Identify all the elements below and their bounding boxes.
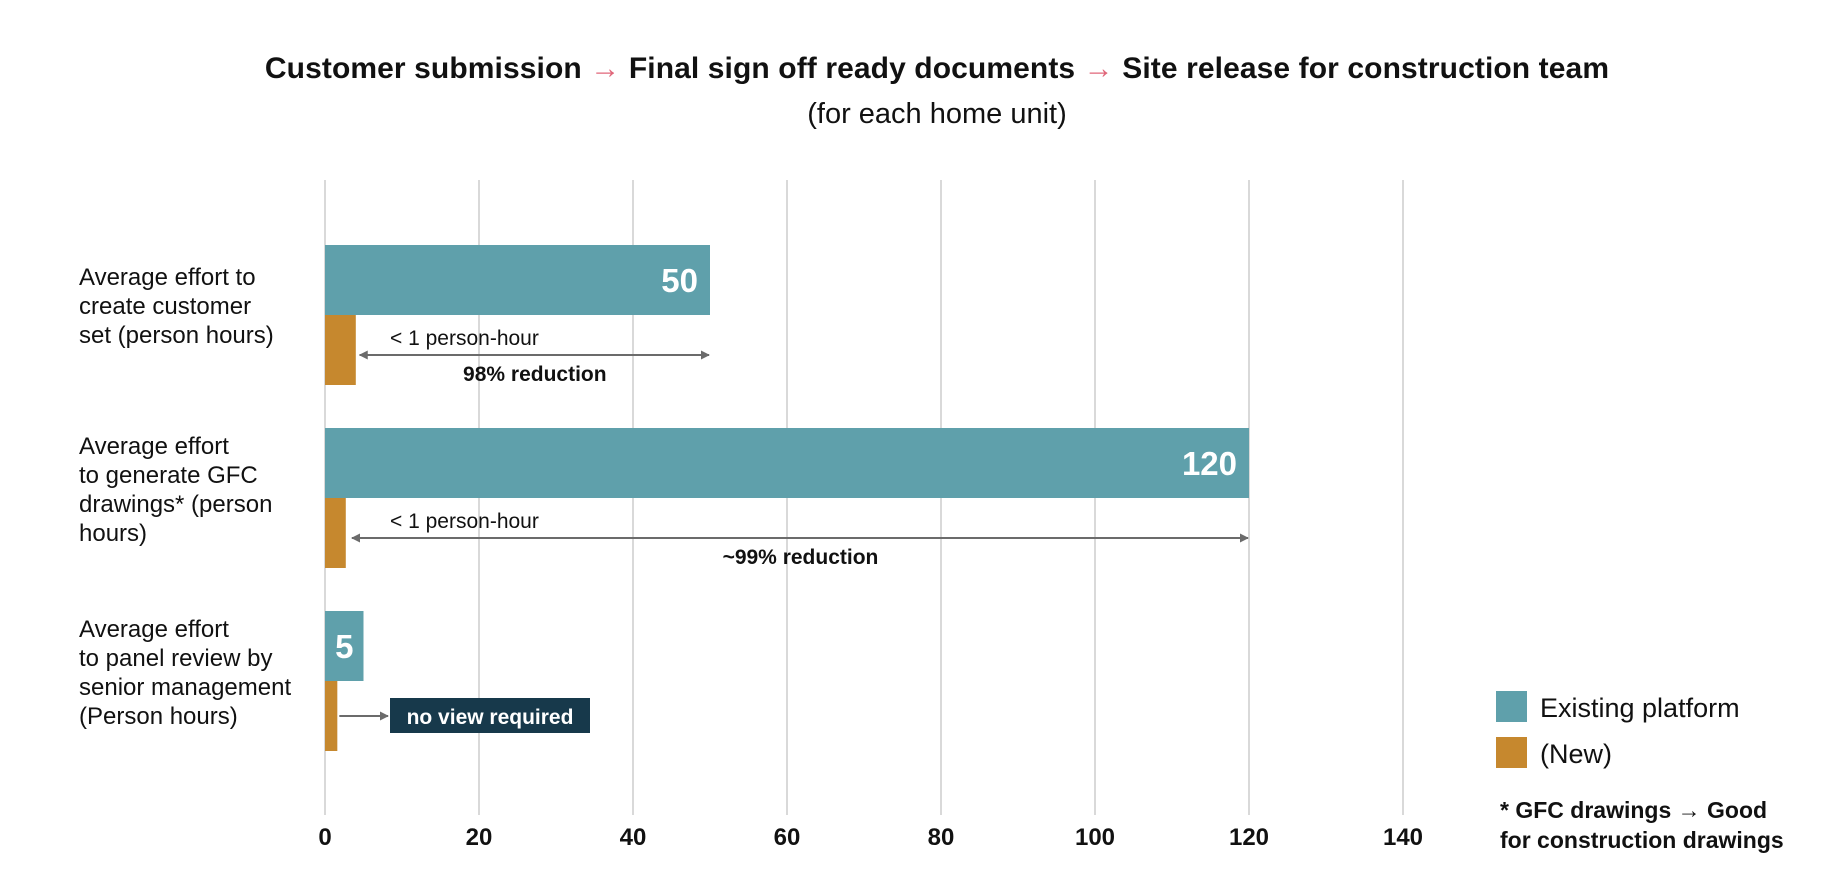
bar-value-label: 50 (661, 262, 698, 299)
reduction-label: 98% reduction (463, 363, 607, 386)
category-label: to panel review by (79, 645, 272, 672)
bar-value-label: 120 (1182, 445, 1237, 482)
x-tick-label: 100 (1075, 824, 1115, 851)
x-axis-ticks: 0 20 40 60 80 100 120 140 (318, 824, 1423, 851)
bar-value-label: 5 (335, 628, 353, 665)
category-label: Average effort to (79, 264, 256, 291)
bar-new (325, 315, 356, 385)
category-label: set (person hours) (79, 322, 274, 349)
x-tick-label: 20 (466, 824, 493, 851)
category-label: create customer (79, 293, 251, 320)
bar-existing-platform (325, 245, 710, 315)
person-hour-note: < 1 person-hour (390, 327, 539, 350)
bar-new (325, 681, 338, 751)
bars: 50 120 5 (325, 245, 1249, 751)
title-part-3: Site release for construction team (1122, 52, 1610, 85)
bar-existing-platform (325, 428, 1249, 498)
x-tick-label: 60 (774, 824, 801, 851)
chart-title: Customer submission → Final sign off rea… (0, 52, 1840, 86)
title-arrow-2: → (1083, 52, 1114, 85)
chart-subtitle: (for each home unit) (807, 98, 1067, 130)
title-part-2: Final sign off ready documents (628, 52, 1076, 85)
legend-label-existing: Existing platform (1540, 693, 1740, 723)
no-view-badge (390, 698, 590, 733)
category-label: to generate GFC (79, 462, 258, 489)
footnote: * GFC drawings → Good for construction dr… (1500, 797, 1784, 853)
title-part-1: Customer submission (264, 52, 582, 85)
bar-existing-platform (325, 611, 364, 681)
category-label: Average effort (79, 616, 229, 643)
category-label: Average effort (79, 433, 229, 460)
person-hour-note: < 1 person-hour (390, 510, 539, 533)
annotations: < 1 person-hour 98% reduction < 1 person-h… (339, 327, 1249, 733)
title-arrow-1: → (590, 52, 621, 85)
category-label: senior management (79, 674, 291, 701)
x-tick-label: 140 (1383, 824, 1423, 851)
category-label: drawings* (person (79, 491, 272, 518)
category-label: hours) (79, 520, 147, 547)
x-tick-label: 120 (1229, 824, 1269, 851)
category-label: (Person hours) (79, 703, 238, 730)
footnote-line-2: for construction drawings (1500, 827, 1784, 853)
x-tick-label: 40 (620, 824, 647, 851)
footnote-line-1: * GFC drawings → Good (1500, 797, 1767, 823)
legend-swatch-existing (1496, 691, 1527, 722)
reduction-label: ~99% reduction (723, 546, 879, 569)
bar-new (325, 498, 346, 568)
x-tick-label: 0 (318, 824, 331, 851)
no-view-badge-label: no view required (407, 706, 574, 729)
legend: Existing platform (New) (1496, 691, 1740, 769)
x-tick-label: 80 (928, 824, 955, 851)
legend-label-new: (New) (1540, 739, 1612, 769)
legend-swatch-new (1496, 737, 1527, 768)
